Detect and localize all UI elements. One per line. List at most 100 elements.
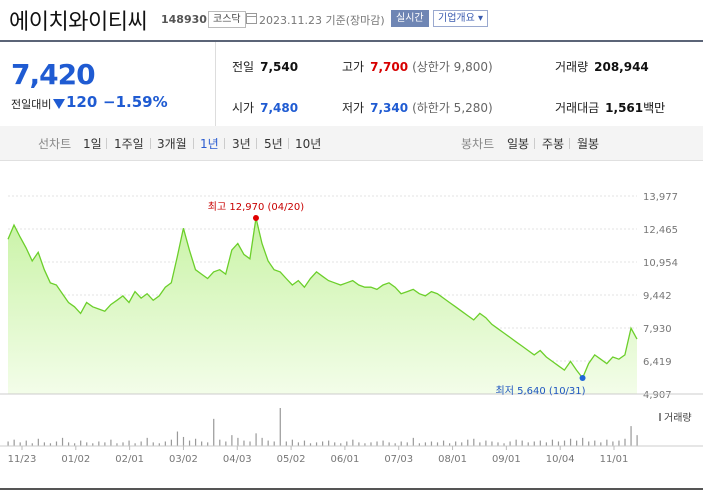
high-annotation: 최고 12,970 (04/20): [208, 201, 304, 213]
day-high: 고가 7,700 (상한가 9,800): [342, 60, 493, 74]
volume-bar: [237, 437, 239, 446]
volume-bar: [61, 437, 64, 446]
x-tick-label: 06/01: [330, 454, 359, 465]
volume: 거래량 208,944: [555, 60, 649, 74]
x-tick-label: 11/01: [600, 454, 629, 465]
tab-period-10y[interactable]: 10년: [295, 137, 322, 151]
chart-tabs: 선차트 1일 1주일 3개월 1년 3년 5년 10년 봉차트 일봉 주봉 월봉: [0, 126, 703, 161]
volume-bar: [515, 439, 517, 446]
y-tick-label: 7,930: [643, 324, 672, 335]
tab-candle-weekly[interactable]: 주봉: [542, 137, 565, 151]
volume-bar: [315, 442, 318, 446]
volume-bar: [328, 440, 330, 446]
change-value: 120: [66, 93, 98, 111]
volume-bar: [364, 443, 366, 446]
tab-candle-daily[interactable]: 일봉: [507, 137, 530, 151]
volume-bar: [455, 441, 457, 446]
volume-bar: [255, 433, 257, 446]
volume-bar: [376, 441, 378, 446]
volume-bar: [449, 443, 451, 446]
volume-bar: [636, 435, 638, 446]
volume-bar: [25, 440, 27, 446]
volume-bar: [582, 437, 584, 446]
volume-bar: [588, 441, 590, 446]
x-tick-label: 01/02: [61, 454, 90, 465]
volume-bar: [285, 441, 287, 446]
stock-code: 148930: [161, 13, 207, 26]
volume-bar: [19, 442, 21, 446]
volume-bar: [436, 442, 439, 446]
volume-bar: [624, 438, 626, 446]
x-tick-label: 10/04: [546, 454, 575, 465]
volume-bar: [188, 440, 191, 446]
volume-bar: [134, 443, 136, 446]
x-tick-label: 09/01: [492, 454, 521, 465]
tab-period-3y[interactable]: 3년: [232, 137, 251, 151]
volume-bar: [630, 426, 632, 446]
company-name: 에이치와이티씨: [9, 10, 148, 35]
volume-bar: [231, 435, 233, 446]
x-tick-label: 04/03: [223, 454, 252, 465]
volume-bar: [563, 440, 566, 446]
volume-bar: [406, 442, 408, 446]
trading-amount: 거래대금 1,561백만: [555, 101, 666, 115]
volume-bar: [213, 418, 215, 446]
volume-bar: [279, 408, 281, 446]
volume-bar: [545, 442, 547, 446]
volume-bar: [442, 440, 445, 446]
volume-bar: [400, 441, 402, 446]
volume-bar: [176, 431, 179, 446]
price-chart: 13,977 12,465 10,954 9,442 7,930 6,419 4,907 최고…: [0, 192, 703, 490]
prev-close: 전일 7,540: [232, 60, 299, 74]
corp-overview-dropdown[interactable]: 기업개요 ▾: [433, 10, 488, 27]
volume-bar: [219, 439, 221, 446]
price-line: [7, 217, 638, 380]
volume-bar: [152, 442, 154, 446]
volume-bar: [7, 441, 9, 446]
day-low: 저가 7,340 (하한가 5,280): [342, 101, 493, 115]
volume-bar: [92, 443, 94, 446]
volume-bar: [594, 440, 596, 446]
tab-period-1w[interactable]: 1주일: [114, 137, 144, 151]
market-badge: 코스닥: [208, 11, 246, 28]
volume-bar: [74, 443, 76, 446]
realtime-button[interactable]: 실시간: [391, 10, 429, 27]
volume-bar: [370, 442, 372, 446]
open-price: 시가 7,480: [232, 101, 299, 115]
volume-bar: [557, 441, 560, 446]
volume-bar: [479, 442, 481, 446]
volume-bar: [334, 442, 336, 446]
volume-bar: [533, 441, 535, 446]
tab-candle-monthly[interactable]: 월봉: [577, 137, 600, 151]
volume-bar: [600, 442, 602, 446]
volume-bar: [140, 441, 142, 446]
volume-bar: [201, 441, 203, 446]
tab-period-1y[interactable]: 1년: [200, 137, 219, 151]
y-tick-label: 6,419: [643, 357, 672, 368]
volume-bar: [527, 442, 529, 446]
volume-bar: [418, 443, 420, 446]
volume-bar: [303, 440, 306, 446]
volume-bar: [467, 439, 469, 446]
x-tick-label: 07/03: [384, 454, 413, 465]
volume-bar: [146, 437, 148, 446]
volume-bar: [104, 442, 106, 446]
low-marker: [579, 374, 586, 381]
change-label: 전일대비: [11, 98, 52, 111]
volume-bar: [430, 441, 433, 446]
volume-bar: [346, 441, 348, 446]
tab-period-1d[interactable]: 1일: [83, 137, 102, 151]
volume-bar: [13, 439, 15, 446]
volume-bar: [158, 443, 160, 446]
x-tick-label: 05/02: [277, 454, 306, 465]
volume-bar: [606, 439, 608, 446]
volume-bar: [497, 442, 499, 446]
volume-bar: [67, 442, 70, 446]
volume-bar: [618, 440, 620, 446]
volume-bar: [194, 438, 197, 446]
volume-bar: [297, 442, 300, 446]
tab-period-3m[interactable]: 3개월: [157, 137, 187, 151]
x-tick-label: 08/01: [438, 454, 467, 465]
volume-bar: [116, 443, 118, 446]
tab-period-5y[interactable]: 5년: [264, 137, 283, 151]
